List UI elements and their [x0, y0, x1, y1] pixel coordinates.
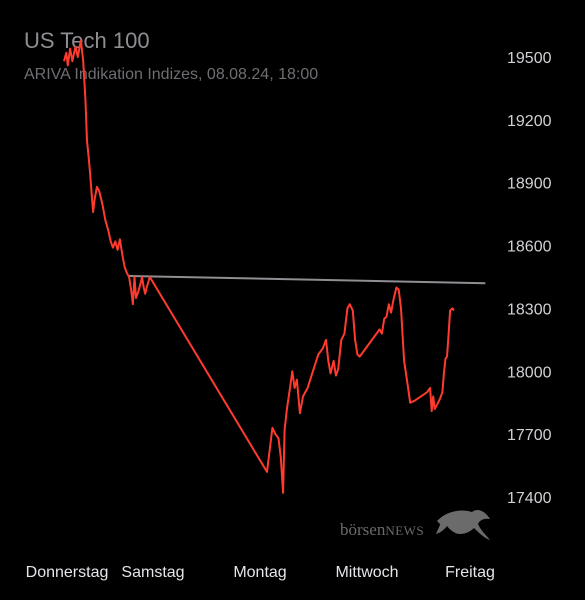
- y-tick-label: 19200: [507, 113, 552, 130]
- chart-subtitle: ARIVA Indikation Indizes, 08.08.24, 18:0…: [24, 66, 319, 83]
- x-tick-label: Samstag: [121, 564, 184, 581]
- y-tick-label: 17400: [507, 490, 552, 507]
- svg-text:börsenNEWS: börsenNEWS: [340, 520, 424, 539]
- chart-title: US Tech 100: [24, 28, 150, 53]
- y-axis-ticks: 19500 19200 18900 18600 18300 18000 17700 17400: [507, 50, 552, 507]
- y-tick-label: 18000: [507, 364, 552, 381]
- y-tick-label: 18600: [507, 239, 552, 256]
- bull-icon: [436, 509, 490, 540]
- reference-line: [129, 274, 486, 285]
- x-axis-ticks: Donnerstag Samstag Montag Mittwoch Freitag: [26, 564, 495, 581]
- y-tick-label: 17700: [507, 427, 552, 444]
- x-tick-label: Mittwoch: [335, 564, 398, 581]
- y-tick-label: 19500: [507, 50, 552, 67]
- y-tick-label: 18900: [507, 176, 552, 193]
- x-tick-label: Montag: [233, 564, 286, 581]
- x-tick-label: Donnerstag: [26, 564, 109, 581]
- watermark-text-news: NEWS: [385, 523, 424, 538]
- watermark: börsenNEWS: [340, 509, 490, 540]
- price-line: [63, 39, 455, 494]
- y-tick-label: 18300: [507, 301, 552, 318]
- watermark-text-main: börsen: [340, 520, 386, 539]
- x-tick-label: Freitag: [445, 564, 495, 581]
